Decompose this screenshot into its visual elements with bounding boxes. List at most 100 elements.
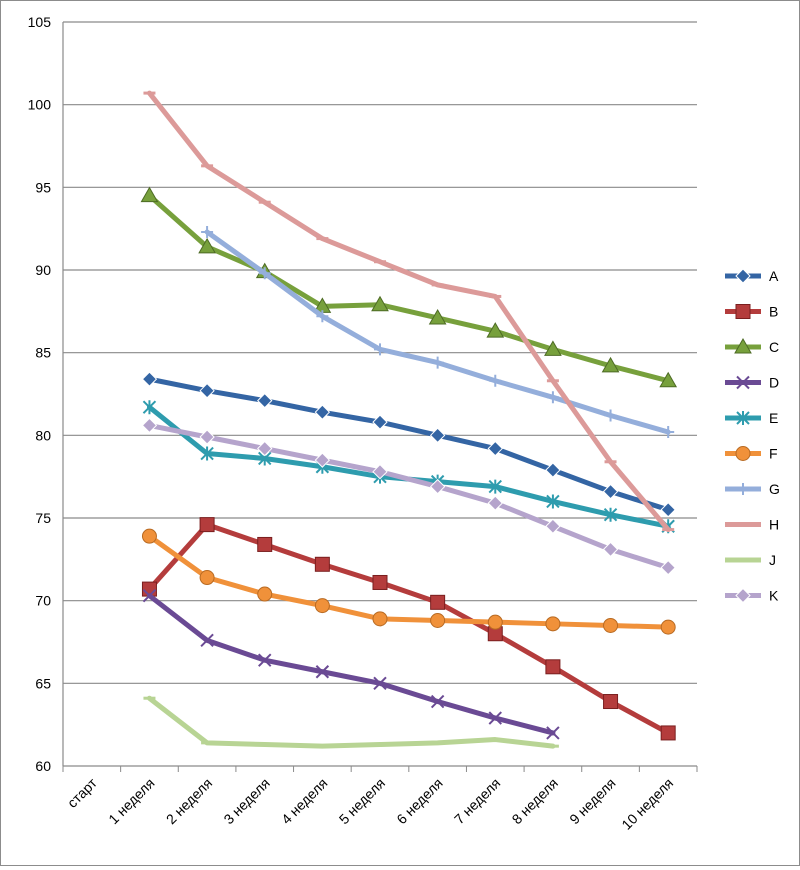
data-point-E (603, 507, 618, 522)
data-point-A (199, 382, 215, 399)
series-line-B (146, 522, 671, 736)
data-point-F (141, 528, 157, 544)
x-tick-label: 8 неделя (509, 775, 561, 827)
y-tick-label: 85 (35, 345, 51, 361)
data-point-G (662, 426, 675, 439)
data-point-K (257, 440, 273, 457)
y-tick-label: 70 (35, 593, 51, 609)
data-point-A (314, 404, 331, 420)
data-point-G (374, 343, 386, 356)
x-tick-label: 2 неделя (163, 775, 215, 827)
data-point-F (199, 570, 215, 586)
data-point-C (140, 186, 159, 203)
data-point-K (429, 478, 446, 495)
data-point-G (546, 391, 559, 404)
data-point-D (315, 665, 330, 679)
data-point-K (487, 495, 503, 511)
series-line-A (146, 376, 671, 513)
data-point-D (430, 694, 445, 709)
data-point-B (314, 556, 330, 572)
y-tick-label: 75 (35, 510, 51, 526)
y-tick-label: 95 (35, 179, 51, 195)
data-point-E (546, 494, 560, 509)
legend-label-A: A (769, 268, 779, 284)
legend-marker-A (735, 268, 751, 284)
data-point-C (659, 371, 678, 388)
data-point-C (486, 322, 505, 338)
y-tick-label: 90 (35, 262, 51, 278)
x-tick-label: 4 неделя (278, 775, 330, 827)
series-line-D (146, 593, 556, 736)
data-point-G (604, 409, 617, 422)
data-point-A (545, 462, 561, 478)
data-point-D (258, 653, 272, 667)
data-point-B (199, 517, 215, 533)
data-point-F (257, 586, 273, 602)
data-point-F (487, 614, 503, 630)
data-point-K (372, 463, 388, 480)
x-tick-label: 9 неделя (566, 775, 618, 827)
data-point-G (258, 267, 271, 280)
y-tick-label: 65 (35, 675, 51, 691)
x-tick-label: 1 неделя (105, 775, 157, 827)
legend-label-G: G (769, 481, 780, 497)
series-line-J (146, 695, 556, 749)
data-point-C (428, 308, 447, 325)
legend-label-D: D (769, 375, 779, 391)
series-line-H (146, 90, 671, 533)
data-point-B (545, 659, 561, 675)
legend-marker-K (735, 587, 751, 604)
data-point-A (602, 483, 619, 500)
data-point-F (314, 598, 330, 614)
data-point-K (199, 429, 215, 445)
x-tick-label: 10 неделя (618, 775, 676, 833)
data-point-K (545, 518, 561, 534)
data-point-K (660, 559, 676, 576)
data-point-C (601, 356, 620, 373)
data-point-G (431, 356, 444, 369)
data-point-G (201, 225, 214, 238)
data-point-A (487, 440, 503, 457)
data-point-B (257, 536, 273, 552)
data-point-A (660, 502, 676, 518)
data-point-D (142, 588, 157, 603)
data-point-E (488, 479, 502, 494)
legend-marker-C (734, 337, 752, 354)
data-point-C (198, 237, 216, 254)
legend-marker-E (736, 411, 750, 425)
data-point-F (660, 619, 676, 635)
x-tick-label: 3 неделя (220, 775, 272, 827)
data-point-D (546, 726, 560, 740)
data-point-D (488, 711, 502, 725)
data-point-A (257, 392, 273, 409)
x-tick-label: старт (64, 774, 100, 810)
series-line-C (146, 193, 671, 384)
y-tick-label: 80 (35, 427, 51, 443)
legend-label-H: H (769, 517, 779, 533)
data-point-B (372, 574, 388, 590)
data-point-E (142, 400, 157, 415)
data-point-E (200, 446, 214, 461)
data-point-F (430, 613, 446, 629)
y-tick-label: 100 (28, 97, 52, 113)
data-point-D (373, 676, 387, 691)
series-line-E (146, 404, 671, 529)
legend-marker-D (736, 375, 750, 390)
legend-label-B: B (769, 304, 778, 320)
data-point-B (603, 694, 619, 710)
data-point-B (430, 594, 446, 610)
data-point-A (429, 427, 446, 444)
data-point-A (141, 371, 158, 387)
data-point-F (545, 616, 561, 632)
data-point-B (660, 725, 676, 741)
x-tick-label: 5 неделя (336, 775, 388, 827)
data-point-C (544, 340, 562, 356)
data-point-F (372, 611, 388, 627)
series-line-K (146, 422, 671, 571)
x-tick-label: 7 неделя (451, 775, 503, 827)
data-point-K (141, 417, 158, 434)
legend-marker-G (737, 483, 749, 495)
y-tick-label: 105 (28, 14, 52, 30)
